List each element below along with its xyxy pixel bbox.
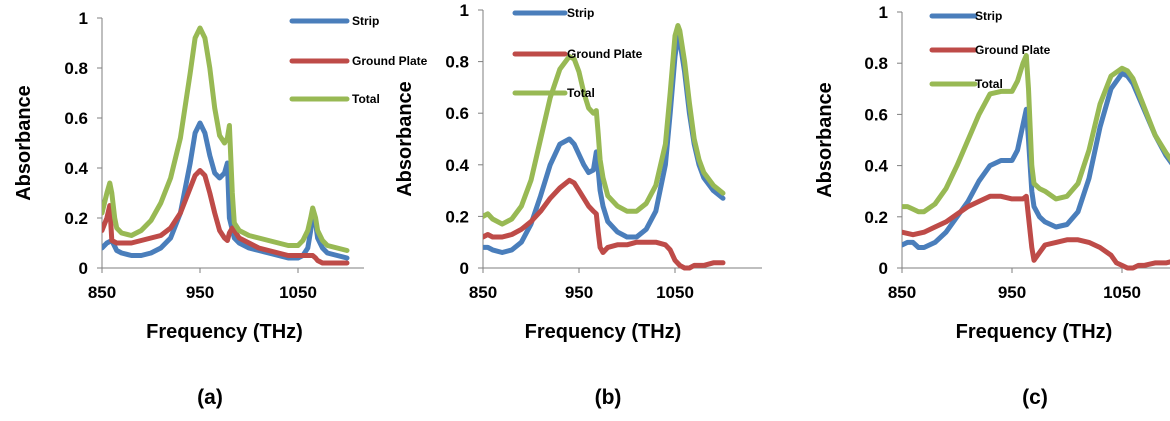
panel-label: (a): [197, 386, 223, 409]
chart-panel-3: 0 0.2 0.4 0.6 0.8 1 850 950 1050 Strip Ground Plat…: [814, 3, 1170, 409]
y-tick-label: 1: [79, 9, 88, 28]
series-line-ground-plate: [902, 193, 1170, 271]
chart-panel-2: 0 0.2 0.4 0.6 0.8 1 850 950 1050 Strip Ground Plat…: [394, 1, 762, 409]
x-tick-label: 850: [88, 283, 116, 302]
x-tick-label: 850: [888, 283, 916, 302]
legend-label-ground-plate: Ground Plate: [352, 54, 428, 68]
x-tick-label: 950: [998, 283, 1026, 302]
x-axis-title: Frequency (THz): [146, 321, 303, 343]
legend-label-total: Total: [567, 86, 595, 100]
series-line-total: [102, 25, 350, 253]
legend-label-ground-plate: Ground Plate: [567, 47, 643, 61]
x-tick-label: 950: [186, 283, 214, 302]
series-line-ground-plate: [102, 168, 350, 266]
x-tick-label: 1050: [1103, 283, 1141, 302]
y-tick-label: 0.2: [864, 208, 888, 227]
legend-label-total: Total: [975, 77, 1003, 91]
series-line-ground-plate: [483, 177, 726, 271]
y-tick-label: 0.6: [445, 104, 469, 123]
y-tick-label: 0.6: [864, 105, 888, 124]
y-tick-label: 0.6: [64, 109, 88, 128]
panel-label: (c): [1022, 386, 1048, 409]
legend-label-ground-plate: Ground Plate: [975, 43, 1051, 57]
x-axis-title: Frequency (THz): [525, 321, 682, 343]
y-tick-label: 0.4: [64, 159, 88, 178]
x-tick-label: 950: [565, 283, 593, 302]
legend-label-strip: Strip: [567, 6, 594, 20]
y-tick-label: 0.8: [64, 59, 88, 78]
y-tick-label: 0.8: [864, 54, 888, 73]
y-tick-label: 0: [79, 259, 88, 278]
y-tick-label: 0.4: [864, 157, 888, 176]
x-tick-label: 1050: [656, 283, 694, 302]
x-tick-label: 1050: [279, 283, 317, 302]
y-tick-label: 1: [460, 1, 469, 20]
y-tick-label: 0: [460, 259, 469, 278]
legend-label-strip: Strip: [352, 14, 379, 28]
x-axis-title: Frequency (THz): [956, 321, 1113, 343]
y-axis-title: Absorbance: [814, 82, 836, 198]
series-line-total: [902, 53, 1170, 215]
panel-label: (b): [595, 386, 622, 409]
legend-label-total: Total: [352, 92, 380, 106]
y-tick-label: 0.8: [445, 53, 469, 72]
y-tick-label: 0: [879, 259, 888, 278]
chart-panel-1: 0 0.2 0.4 0.6 0.8 1 850 950 1050 Strip Ground Plat…: [13, 9, 428, 409]
legend-label-strip: Strip: [975, 9, 1002, 23]
y-tick-label: 0.2: [445, 207, 469, 226]
y-tick-label: 1: [879, 3, 888, 22]
series-line-total: [483, 23, 726, 227]
y-tick-label: 0.4: [445, 156, 469, 175]
x-tick-label: 850: [469, 283, 497, 302]
y-axis-title: Absorbance: [394, 81, 416, 197]
y-axis-title: Absorbance: [13, 85, 35, 201]
y-tick-label: 0.2: [64, 209, 88, 228]
